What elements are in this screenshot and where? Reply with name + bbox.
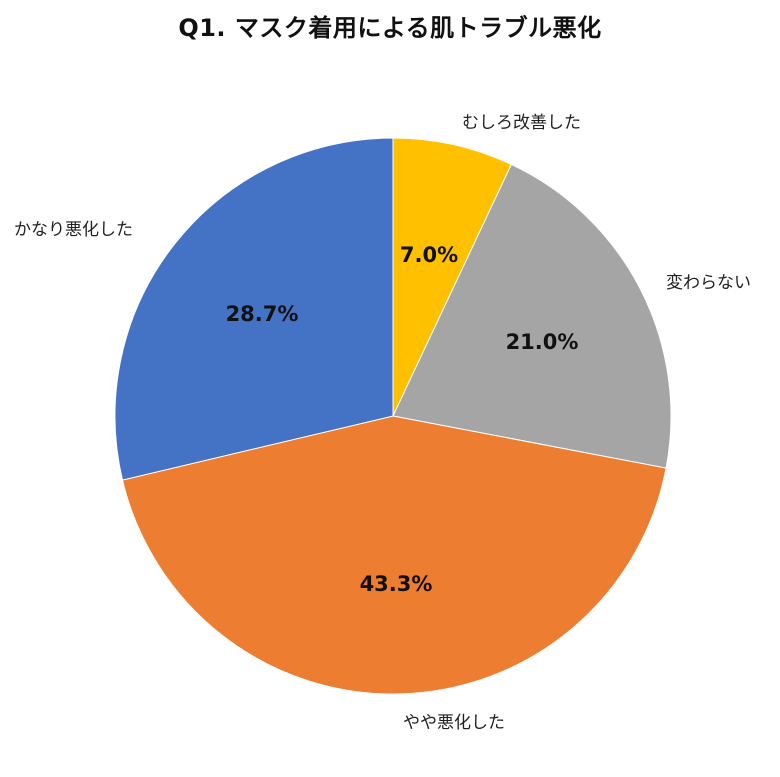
chart-title: Q1. マスク着用による肌トラブル悪化 xyxy=(178,14,602,42)
category-label-slightly-worse: やや悪化した xyxy=(403,713,505,733)
pie-slice-much-worse xyxy=(114,137,394,481)
pie-slices xyxy=(114,137,672,695)
pie-slice-improved xyxy=(392,137,513,417)
value-label-unchanged: 21.0% xyxy=(505,330,579,354)
value-label-slightly-worse: 43.3% xyxy=(359,572,433,596)
value-label-improved: 7.0% xyxy=(399,243,459,267)
pie-slice-unchanged xyxy=(392,163,672,469)
category-label-improved: むしろ改善した xyxy=(462,113,581,133)
category-label-unchanged: 変わらない xyxy=(666,273,751,293)
value-label-much-worse: 28.7% xyxy=(225,302,299,326)
category-label-much-worse: かなり悪化した xyxy=(14,220,133,240)
pie-slice-slightly-worse xyxy=(121,415,667,695)
